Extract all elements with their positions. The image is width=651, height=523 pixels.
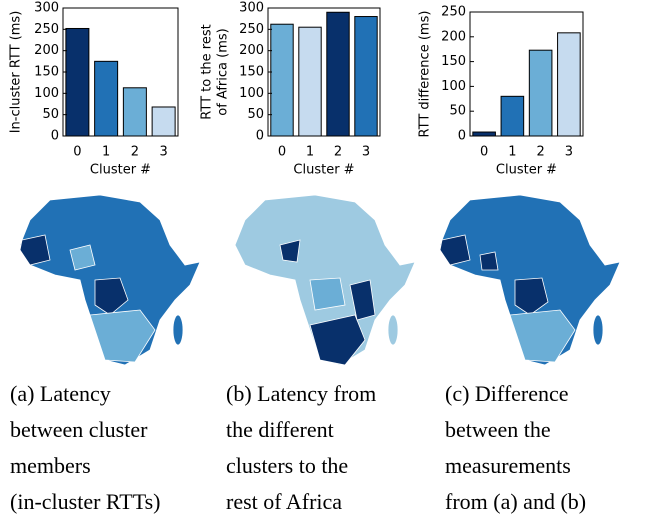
bar bbox=[151, 106, 176, 137]
x-tick-label: 2 bbox=[536, 145, 544, 160]
bar bbox=[354, 16, 378, 137]
y-tick-label: 300 bbox=[34, 1, 59, 16]
caption: between the bbox=[445, 417, 551, 442]
bar bbox=[65, 27, 90, 137]
axes-frame bbox=[62, 7, 179, 137]
region bbox=[439, 234, 471, 266]
y-tick-label: 150 bbox=[441, 54, 466, 69]
region bbox=[509, 309, 576, 363]
island bbox=[172, 314, 184, 346]
region bbox=[94, 277, 129, 316]
y-tick-label: 250 bbox=[239, 22, 264, 37]
y-tick-label: 0 bbox=[51, 129, 59, 144]
y-tick-label: 50 bbox=[42, 107, 59, 122]
caption: (b) Latency from bbox=[226, 381, 376, 406]
x-axis-label: Cluster # bbox=[496, 163, 557, 178]
bar bbox=[500, 95, 525, 137]
island bbox=[592, 314, 604, 346]
region bbox=[349, 279, 376, 321]
y-tick-label: 250 bbox=[34, 22, 59, 37]
bar bbox=[326, 11, 350, 137]
map-c bbox=[439, 194, 621, 366]
caption: between cluster bbox=[10, 417, 148, 442]
y-tick-label: 200 bbox=[441, 29, 466, 44]
caption: measurements bbox=[445, 453, 571, 478]
island bbox=[387, 314, 399, 346]
x-tick-label: 1 bbox=[102, 145, 110, 160]
x-tick-label: 1 bbox=[306, 145, 314, 160]
y-tick-label: 200 bbox=[239, 43, 264, 58]
caption: (a) Latency bbox=[10, 381, 111, 406]
region bbox=[309, 277, 346, 311]
y-tick-label: 250 bbox=[441, 5, 466, 20]
map-a bbox=[19, 194, 201, 366]
bar bbox=[270, 23, 294, 137]
caption: clusters to the bbox=[226, 453, 348, 478]
x-axis-label: Cluster # bbox=[293, 163, 354, 178]
y-tick-label: 50 bbox=[449, 104, 466, 119]
region bbox=[89, 309, 156, 363]
y-tick-label: 100 bbox=[239, 86, 264, 101]
region bbox=[69, 244, 96, 271]
y-tick-label: 300 bbox=[239, 1, 264, 16]
bar bbox=[122, 87, 147, 137]
y-tick-label: 200 bbox=[34, 43, 59, 58]
bar bbox=[472, 131, 496, 137]
x-tick-label: 3 bbox=[565, 145, 573, 160]
bar bbox=[94, 60, 119, 137]
x-axis-label: Cluster # bbox=[90, 163, 151, 178]
x-tick-label: 3 bbox=[362, 145, 370, 160]
caption: members bbox=[10, 453, 91, 478]
x-tick-label: 0 bbox=[278, 145, 286, 160]
y-axis-label: RTT difference (ms) bbox=[418, 11, 433, 138]
x-tick-label: 2 bbox=[131, 145, 139, 160]
y-tick-label: 100 bbox=[441, 79, 466, 94]
x-tick-label: 1 bbox=[508, 145, 516, 160]
y-axis-label: In-cluster RTT (ms) bbox=[9, 11, 24, 134]
bar bbox=[528, 49, 553, 137]
caption: (c) Difference bbox=[445, 381, 569, 406]
axes-frame bbox=[267, 7, 381, 137]
y-tick-label: 0 bbox=[256, 129, 264, 144]
y-tick-label: 150 bbox=[239, 65, 264, 80]
axes-frame bbox=[469, 11, 584, 137]
y-axis-label: of Africa (ms) bbox=[216, 28, 231, 115]
caption: (in-cluster RTTs) bbox=[10, 489, 161, 514]
map-b bbox=[234, 194, 416, 366]
x-tick-label: 2 bbox=[334, 145, 342, 160]
y-tick-label: 0 bbox=[458, 129, 466, 144]
x-tick-label: 3 bbox=[159, 145, 167, 160]
caption: the different bbox=[226, 417, 334, 442]
bar bbox=[298, 26, 322, 137]
region bbox=[309, 314, 366, 366]
y-axis-label: RTT to the rest bbox=[200, 24, 215, 119]
y-tick-label: 150 bbox=[34, 65, 59, 80]
x-tick-label: 0 bbox=[73, 145, 81, 160]
region bbox=[479, 251, 499, 271]
x-tick-label: 0 bbox=[480, 145, 488, 160]
bar bbox=[557, 32, 581, 137]
region bbox=[514, 277, 549, 316]
y-tick-label: 100 bbox=[34, 86, 59, 101]
y-tick-label: 50 bbox=[247, 107, 264, 122]
region bbox=[279, 239, 301, 263]
region bbox=[19, 234, 51, 266]
caption: from (a) and (b) bbox=[445, 489, 586, 514]
caption: rest of Africa bbox=[226, 489, 342, 514]
